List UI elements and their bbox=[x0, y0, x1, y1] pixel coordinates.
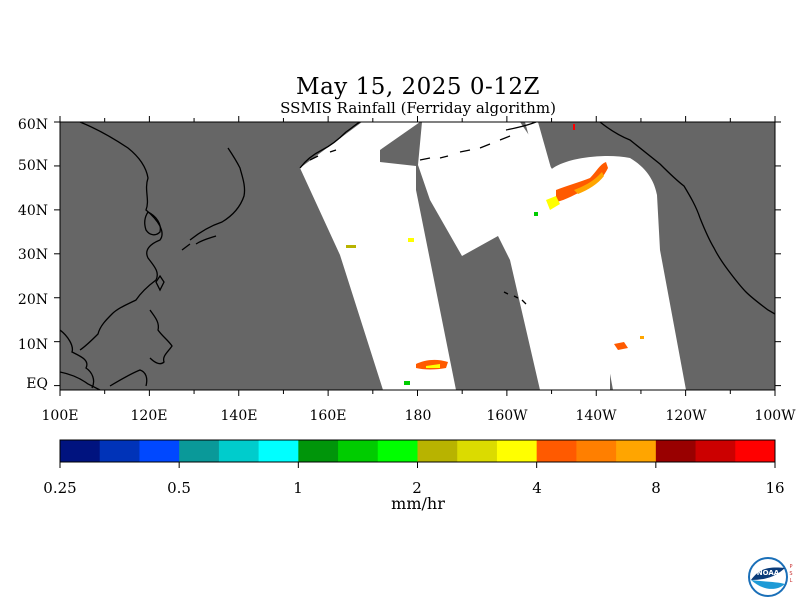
lon-label-160w: 160W bbox=[486, 408, 528, 424]
rain-region-east-small bbox=[614, 342, 628, 350]
swath-bridge bbox=[540, 230, 585, 300]
longitude-ticks bbox=[59, 116, 776, 396]
lat-label-40n: 40N bbox=[17, 203, 48, 219]
coast-korea bbox=[144, 211, 162, 236]
chart-subtitle: SSMIS Rainfall (Ferriday algorithm) bbox=[280, 99, 556, 117]
colorbar bbox=[60, 440, 776, 462]
colorbar-swatch bbox=[179, 440, 220, 462]
coast-north-america bbox=[699, 217, 775, 315]
rain-region-gulf-of-alaska bbox=[556, 162, 608, 202]
colorbar-swatch bbox=[695, 440, 736, 462]
lon-label-140e: 140E bbox=[220, 408, 258, 424]
rain-speck-1 bbox=[640, 336, 644, 339]
coast-hawaii bbox=[503, 291, 527, 305]
lat-label-30n: 30N bbox=[17, 247, 48, 263]
coast-kamchatka bbox=[299, 122, 361, 169]
rain-speck-4 bbox=[404, 381, 410, 385]
colorbar-swatch bbox=[258, 440, 299, 462]
lat-label-10n: 10N bbox=[17, 337, 48, 353]
lon-label-160e: 160E bbox=[309, 408, 347, 424]
chart-title: May 15, 2025 0-12Z bbox=[296, 74, 540, 100]
lon-label-120w: 120W bbox=[665, 408, 707, 424]
coast-asia-mainland bbox=[60, 122, 163, 389]
colorbar-label-8: 8 bbox=[651, 479, 661, 497]
coast-aleutians bbox=[309, 135, 511, 161]
rain-speck-2 bbox=[346, 245, 356, 248]
rain-speck-3 bbox=[408, 238, 414, 242]
colorbar-ticks bbox=[59, 462, 776, 468]
colorbar-swatch bbox=[218, 440, 260, 462]
logo-text: NOAA bbox=[757, 569, 780, 577]
colorbar-swatch bbox=[735, 440, 776, 462]
lon-label-100e: 100E bbox=[41, 408, 79, 424]
satellite-swaths bbox=[300, 122, 686, 390]
lon-label-140w: 140W bbox=[575, 408, 617, 424]
colorbar-label-16: 16 bbox=[765, 479, 785, 497]
colorbar-swatch bbox=[536, 440, 577, 462]
colorbar-swatch bbox=[99, 440, 140, 462]
rain-region-gulf-light bbox=[546, 196, 560, 210]
lon-label-100w: 100W bbox=[754, 408, 796, 424]
colorbar-label-0.25: 0.25 bbox=[43, 479, 77, 497]
colorbar-label-2: 2 bbox=[412, 479, 422, 497]
colorbar-label-4: 4 bbox=[532, 479, 542, 497]
lat-label-60n: 60N bbox=[17, 117, 48, 133]
colorbar-swatch bbox=[60, 440, 101, 462]
colorbar-units: mm/hr bbox=[391, 494, 445, 513]
lat-label-50n: 50N bbox=[17, 158, 48, 174]
lon-label-180: 180 bbox=[404, 408, 432, 424]
noaa-logo-icon: NOAA P S L bbox=[748, 557, 793, 597]
colorbar-swatch bbox=[576, 440, 617, 462]
colorbar-swatch bbox=[139, 440, 180, 462]
rain-speck-6 bbox=[573, 124, 575, 130]
colorbar-swatch bbox=[417, 440, 458, 462]
coastlines bbox=[60, 122, 775, 390]
lat-label-20n: 20N bbox=[17, 292, 48, 308]
lon-label-120e: 120E bbox=[130, 408, 168, 424]
lat-label-eq: EQ bbox=[26, 376, 48, 392]
rain-speck-5 bbox=[534, 212, 538, 216]
coast-alaska bbox=[505, 122, 701, 219]
logo-side-text-1: P bbox=[789, 564, 792, 570]
colorbar-swatch bbox=[496, 440, 538, 462]
rain-region-pacific-central-light bbox=[426, 364, 440, 368]
swath-ring bbox=[546, 156, 686, 390]
colorbar-swatch bbox=[457, 440, 498, 462]
latitude-ticks bbox=[54, 121, 781, 387]
colorbar-label-1: 1 bbox=[293, 479, 303, 497]
rain-areas bbox=[346, 124, 644, 385]
colorbar-swatch bbox=[338, 440, 379, 462]
swath-west bbox=[300, 122, 456, 390]
rain-region-gulf-inner bbox=[574, 172, 604, 194]
colorbar-swatch bbox=[616, 440, 657, 462]
colorbar-swatch bbox=[298, 440, 339, 462]
logo-side-text-3: L bbox=[790, 578, 793, 584]
colorbar-swatch bbox=[377, 440, 418, 462]
colorbar-swatch bbox=[655, 440, 697, 462]
logo-side-text-2: S bbox=[789, 571, 792, 577]
coast-taiwan bbox=[155, 274, 165, 292]
colorbar-label-0.5: 0.5 bbox=[167, 479, 191, 497]
map-plot bbox=[60, 122, 775, 390]
coast-philippines bbox=[149, 309, 173, 365]
coast-japan bbox=[181, 147, 246, 251]
coast-borneo bbox=[60, 369, 148, 390]
